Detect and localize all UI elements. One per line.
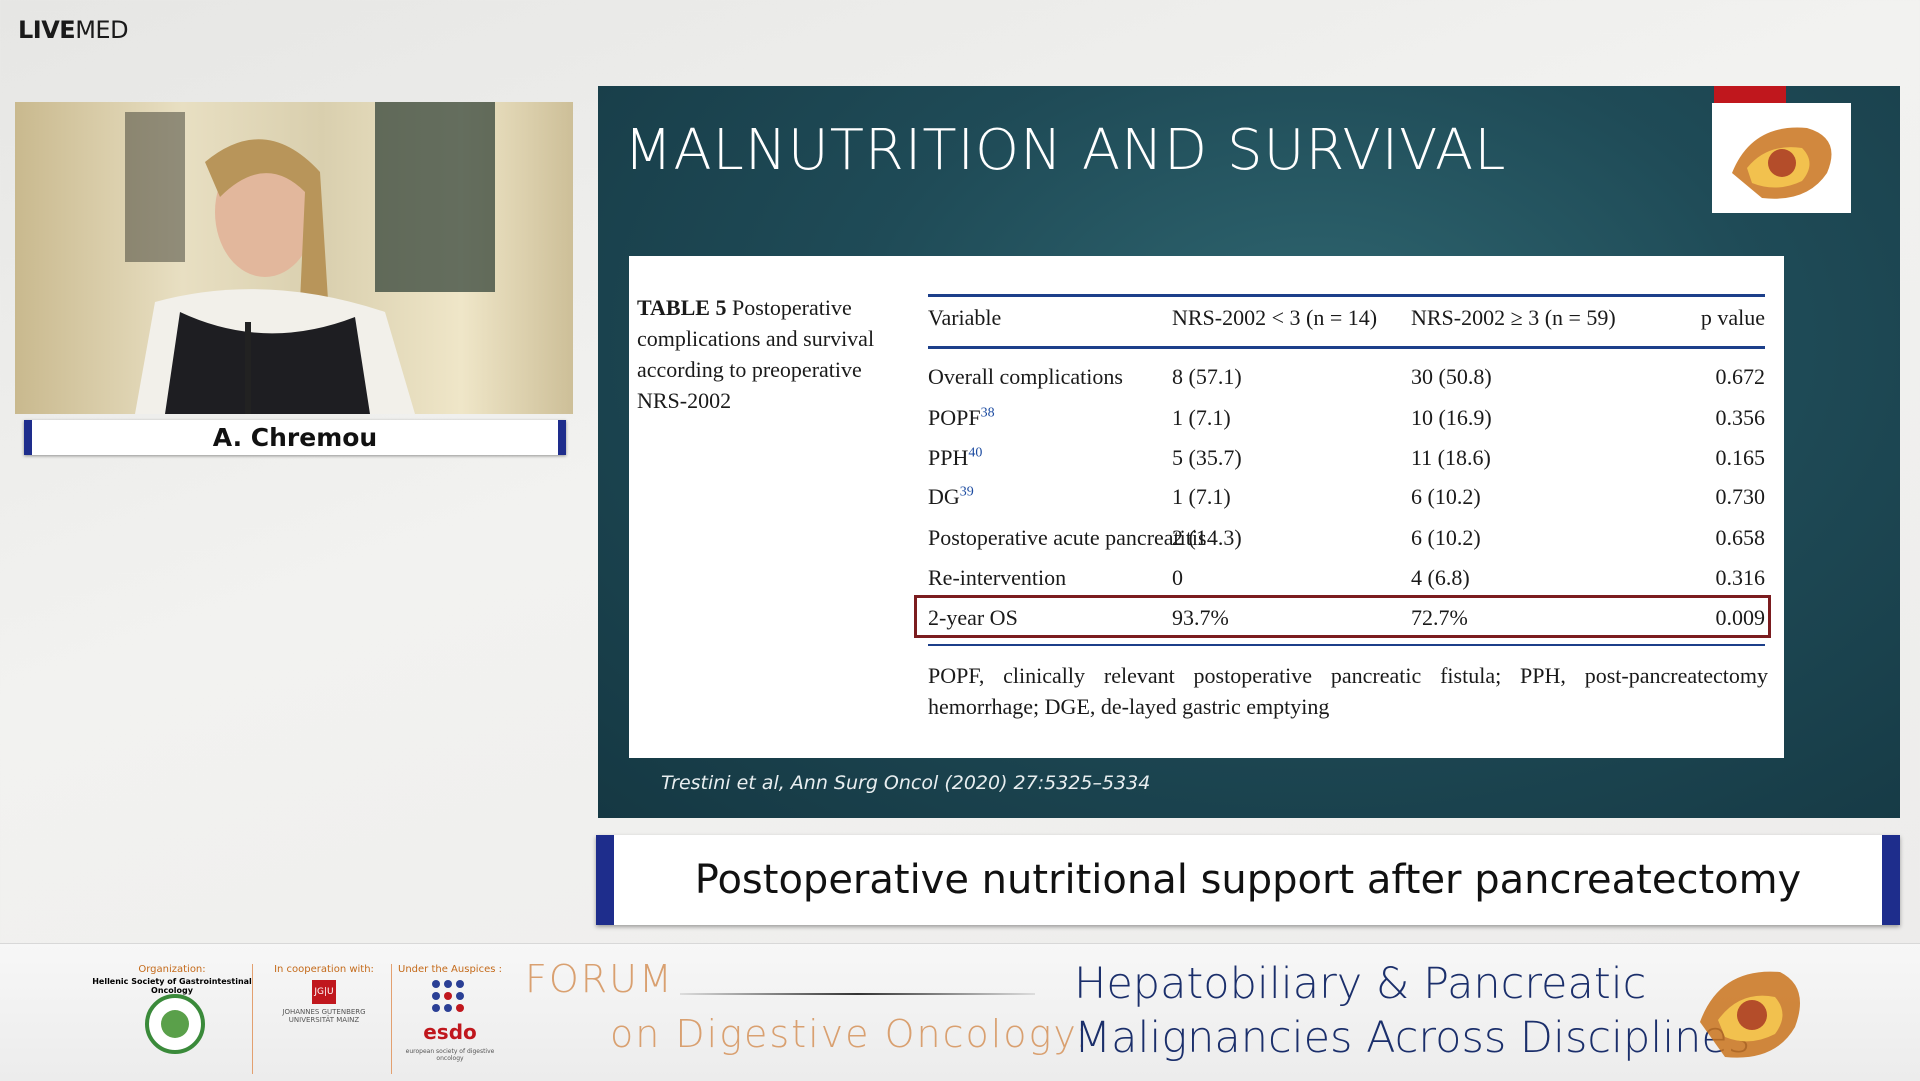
table-variable: Overall complications: [928, 364, 1123, 390]
table-cell: 5 (35.7): [1172, 445, 1242, 470]
esdo-dots: [432, 980, 464, 1012]
logo-art: [1732, 127, 1832, 199]
coop-label: In cooperation with:: [274, 964, 374, 975]
speaker-name: A. Chremou: [24, 420, 566, 455]
esdo-name: european society of digestive oncology: [405, 1048, 495, 1062]
jgu-name: JOHANNES GUTENBERG UNIVERSITÄT MAINZ: [282, 1008, 366, 1024]
theme-line: Malignancies Across Disciplines: [1074, 1013, 1751, 1063]
table-rule: [928, 644, 1765, 646]
table-cell: 72.7%: [1411, 605, 1468, 630]
table-cell: 6 (10.2): [1411, 525, 1481, 550]
reference: 38: [980, 405, 995, 421]
table-cell: 0.316: [1715, 565, 1766, 590]
table-cell: 0.356: [1715, 405, 1766, 430]
table-cell: 0.658: [1715, 525, 1766, 550]
microphone: [245, 322, 251, 414]
table-caption-text: Postoperative complications and survival…: [637, 295, 875, 413]
variable-name: Re-intervention: [928, 565, 1067, 590]
table-header-cell: NRS-2002 < 3 (n = 14): [1172, 305, 1378, 330]
table-variable: PPH40: [928, 445, 982, 471]
table-rule: [928, 346, 1765, 349]
table-cell: 0: [1172, 565, 1183, 590]
table-cell: 93.7%: [1172, 605, 1229, 630]
highlight-box: [914, 595, 1771, 638]
variable-name: 2-year OS: [928, 605, 1018, 630]
table-cell: 1 (7.1): [1172, 405, 1231, 430]
variable-name: DG: [928, 484, 960, 509]
jgu-logo: JG|U: [312, 980, 336, 1004]
session-title: Postoperative nutritional support after …: [596, 835, 1900, 925]
table-cell: 0.009: [1715, 605, 1766, 630]
table-cell: 8 (57.1): [1172, 364, 1242, 389]
table-caption: TABLE 5 Postoperative complications and …: [637, 292, 907, 416]
slide: MALNUTRITION AND SURVIVAL TABLE 5 Postop…: [598, 86, 1900, 818]
slide-title: MALNUTRITION AND SURVIVAL: [624, 118, 1507, 183]
forum-word: FORUM: [525, 957, 674, 1001]
table-image: TABLE 5 Postoperative complications and …: [629, 256, 1784, 758]
reference: 39: [959, 484, 974, 500]
table-variable: 2-year OS: [928, 605, 1018, 631]
table-header-cell: Variable: [928, 305, 1002, 330]
table-cell: 0.165: [1715, 445, 1766, 470]
auspices-label: Under the Auspices :: [398, 964, 502, 975]
video-frame: [125, 102, 495, 414]
divider: [252, 964, 253, 1074]
brand-live: LIVE: [18, 16, 76, 44]
divider: [391, 964, 392, 1074]
table-cell: 0.730: [1715, 484, 1766, 509]
table-cell: 11 (18.6): [1411, 445, 1491, 470]
lantern: [375, 102, 495, 292]
table-label: TABLE 5: [637, 295, 727, 320]
variable-name: Postoperative acute pancreatitis: [928, 525, 1207, 550]
variable-name: POPF: [928, 405, 981, 430]
table-header-cell: NRS-2002 ≥ 3 (n = 59): [1411, 305, 1616, 330]
table-rule: [928, 294, 1765, 297]
reference: 40: [968, 445, 983, 461]
table-variable: POPF38: [928, 405, 995, 431]
forum-rule: [680, 993, 1035, 995]
footer: Organization: Hellenic Society of Gastro…: [0, 943, 1920, 1081]
table-cell: 30 (50.8): [1411, 364, 1492, 389]
logo-accent: [1714, 86, 1786, 103]
table-cell: 1 (7.1): [1172, 484, 1231, 509]
table-cell: 10 (16.9): [1411, 405, 1492, 430]
forum-logo: [1700, 971, 1800, 1058]
table-footnote: POPF, clinically relevant postoperative …: [928, 663, 1768, 719]
table-variable: DG39: [928, 484, 974, 510]
org-label: Organization:: [138, 964, 206, 975]
speaker-video: [15, 102, 573, 414]
citation: Trestini et al, Ann Surg Oncol (2020) 27…: [661, 772, 1151, 794]
brand-med: MED: [75, 16, 129, 44]
table-cell: 0.672: [1715, 364, 1766, 389]
theme-line: Hepatobiliary & Pancreatic: [1074, 959, 1647, 1009]
org-logo: [145, 994, 205, 1054]
table-variable: Re-intervention: [928, 565, 1066, 591]
variable-name: Overall complications: [928, 364, 1123, 389]
slide-logo: [1712, 103, 1851, 213]
table-variable: Postoperative acute pancreatitis: [928, 525, 1207, 551]
brand-logo: LIVEMED: [18, 16, 129, 44]
forum-subtitle: on Digestive Oncology:: [610, 1012, 1090, 1056]
speaker-vest: [165, 312, 370, 414]
variable-name: PPH: [928, 445, 969, 470]
table-header-cell: p value: [1700, 305, 1765, 330]
lantern: [125, 112, 185, 262]
table-cell: 4 (6.8): [1411, 565, 1470, 590]
esdo-logo: esdo: [423, 1020, 477, 1044]
table-cell: 2 (14.3): [1172, 525, 1242, 550]
table-cell: 6 (10.2): [1411, 484, 1481, 509]
org-name: Hellenic Society of Gastrointestinal Onc…: [92, 977, 252, 995]
